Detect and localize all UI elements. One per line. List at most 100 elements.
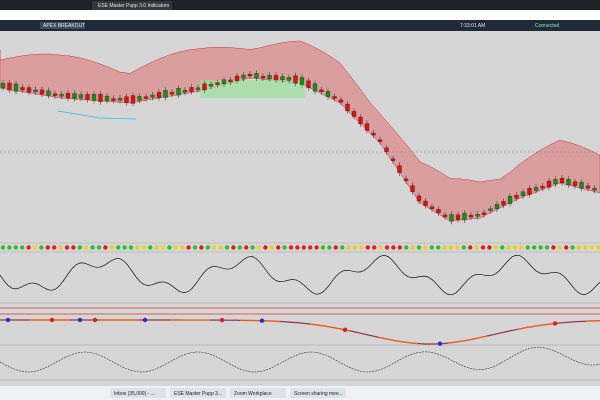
- candle-body: [423, 200, 428, 206]
- signal-dot: [397, 245, 402, 250]
- ma-dot: [219, 317, 225, 323]
- candle-body: [85, 94, 90, 100]
- candle-body: [98, 93, 103, 102]
- signal-dot: [103, 245, 108, 250]
- candle-body: [468, 214, 474, 218]
- candle-body: [46, 90, 51, 96]
- taskbar-item[interactable]: [230, 388, 286, 398]
- signal-dot: [205, 245, 210, 250]
- signal-dot: [263, 245, 268, 250]
- oscillator-line: [0, 254, 600, 296]
- signal-dot: [250, 245, 255, 250]
- signal-dot: [576, 245, 582, 250]
- ma-dot: [92, 317, 98, 323]
- tab[interactable]: [92, 1, 172, 10]
- candle-body: [507, 196, 513, 204]
- candle-body: [520, 191, 526, 197]
- candle-body: [182, 90, 188, 93]
- signal-dot: [583, 245, 588, 250]
- signal-dot: [224, 245, 230, 250]
- signal-dot: [64, 245, 70, 250]
- signal-dot: [525, 245, 530, 250]
- candle-body: [410, 185, 415, 192]
- candle-body: [26, 87, 32, 93]
- apex-button[interactable]: [40, 22, 85, 29]
- candle-body: [566, 179, 571, 186]
- signal-dot: [0, 245, 6, 250]
- signal-dot: [384, 245, 390, 250]
- signal-dot: [320, 245, 326, 250]
- signal-dot: [448, 245, 454, 250]
- candle-body: [286, 77, 292, 81]
- signal-dot: [564, 245, 569, 250]
- signal-dot: [327, 245, 332, 250]
- candle-body: [338, 99, 344, 103]
- signal-dot: [173, 245, 178, 250]
- signal-dot: [340, 245, 345, 250]
- candle-body: [65, 92, 71, 99]
- candle-body: [156, 92, 162, 98]
- taskbar-item-label: ESE Master Pupp 3...: [174, 391, 222, 397]
- signal-dot: [45, 245, 50, 250]
- candle-body: [39, 89, 45, 95]
- signal-dot: [52, 245, 57, 250]
- signal-dot: [346, 245, 351, 250]
- signal-dot: [487, 245, 492, 250]
- signal-dot: [288, 245, 294, 250]
- signal-dot: [474, 245, 479, 250]
- candle-body: [403, 178, 409, 182]
- signal-dot: [77, 245, 83, 250]
- candle-body: [494, 204, 500, 209]
- candle-body: [221, 79, 227, 84]
- signal-dot: [301, 245, 306, 250]
- candle-body: [546, 180, 552, 188]
- signal-dot: [436, 245, 441, 250]
- signal-dot: [160, 245, 166, 250]
- candle-body: [416, 195, 422, 202]
- candle-body: [572, 181, 578, 186]
- signal-dot: [237, 245, 242, 250]
- candle-body: [585, 185, 591, 189]
- candle-body: [130, 95, 136, 104]
- signal-dot: [372, 245, 377, 250]
- candle-body: [319, 89, 324, 92]
- candle-body: [20, 87, 25, 91]
- signal-dot: [416, 245, 422, 250]
- ma-dot: [437, 341, 443, 346]
- candle-body: [299, 77, 305, 85]
- taskbar-item[interactable]: [170, 388, 226, 398]
- signal-dot: [308, 245, 313, 250]
- signal-dot: [570, 245, 575, 250]
- candle-body: [195, 87, 201, 90]
- candle-body: [124, 96, 129, 103]
- candle-body: [163, 90, 168, 98]
- signal-dot: [391, 245, 396, 250]
- resistance-cloud: [0, 40, 600, 222]
- signal-dot: [282, 245, 287, 250]
- candle-body: [325, 91, 331, 97]
- address-bar: [0, 10, 600, 20]
- signal-dot: [13, 245, 18, 250]
- signal-dot: [269, 245, 274, 250]
- candle-body: [78, 94, 84, 99]
- clock: 7:33:01 AM: [460, 23, 485, 29]
- taskbar-item[interactable]: [290, 388, 346, 398]
- candle-body: [351, 111, 357, 117]
- bottom-oscillator: [0, 347, 600, 373]
- candle-body: [202, 83, 207, 91]
- candle-body: [533, 187, 539, 191]
- candle-body: [384, 147, 389, 152]
- candle-body: [241, 74, 246, 79]
- candle-body: [72, 93, 77, 99]
- taskbar-item[interactable]: [110, 388, 166, 398]
- candle-body: [260, 76, 266, 79]
- candle-body: [7, 82, 12, 91]
- candle-body: [455, 214, 461, 220]
- signal-dot: [122, 245, 127, 250]
- signal-dot: [352, 245, 358, 250]
- candle-body: [143, 96, 149, 99]
- signal-dot: [365, 245, 370, 250]
- signal-dot: [116, 245, 121, 250]
- signal-dot: [468, 245, 473, 250]
- candle-body: [267, 74, 272, 79]
